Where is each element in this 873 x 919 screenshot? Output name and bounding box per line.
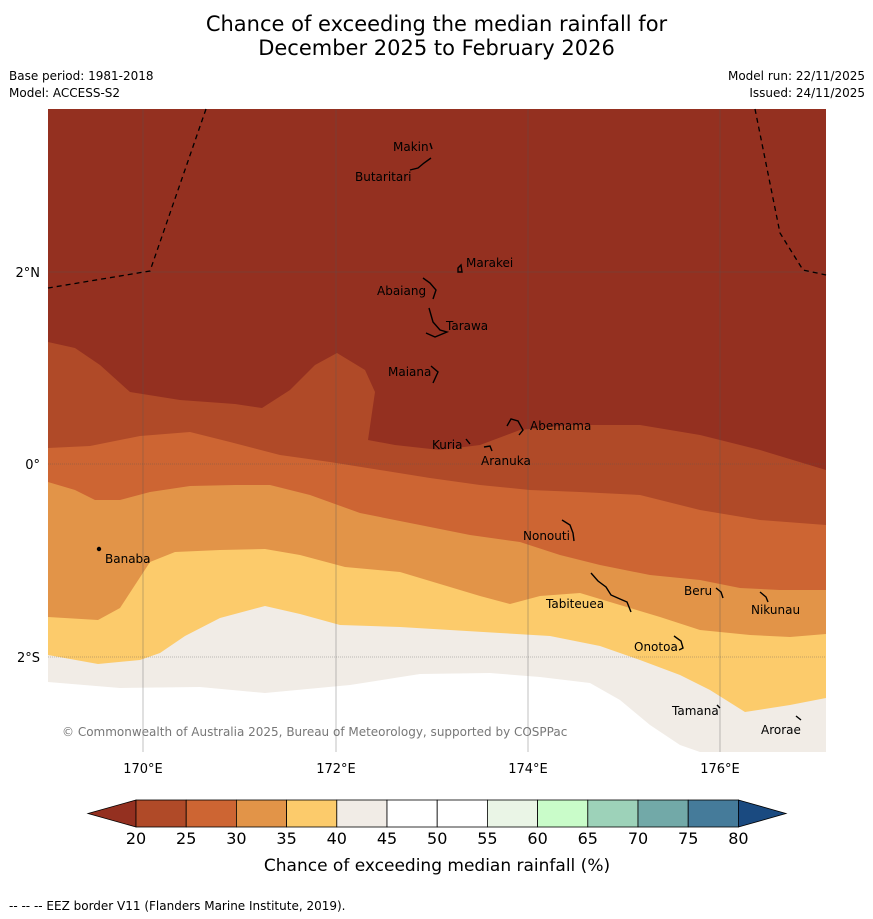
colorbar-bin-40-45 (336, 799, 388, 828)
probability-field (48, 109, 826, 752)
island-beru-shape (715, 587, 724, 599)
colorbar-over-arrow (738, 799, 788, 828)
island-abemama-shape (506, 418, 524, 436)
axis-labels: 2°N 0° 2°S 170°E 172°E 174°E 176°E (16, 266, 740, 777)
colorbar-label: Chance of exceeding median rainfall (%) (264, 856, 610, 876)
islands (96, 142, 802, 721)
label-butaritari: Butaritari (355, 170, 412, 184)
graticule (48, 109, 826, 752)
map-title: Chance of exceeding the median rainfall … (0, 12, 873, 60)
colorbar-bin-55-60 (486, 799, 538, 828)
colorbar-bin-60-65 (537, 799, 589, 828)
colorbar-tick-30: 30 (226, 829, 246, 848)
label-marakei: Marakei (466, 256, 513, 270)
colorbar-tick-80: 80 (728, 829, 748, 848)
colorbar-bin-65-70 (587, 799, 639, 828)
island-kuria-shape (465, 438, 471, 445)
label-nikunau: Nikunau (751, 603, 800, 617)
colorbar-bin-30-35 (235, 799, 287, 828)
island-maiana-shape (430, 365, 439, 384)
lon-label-176e: 176°E (700, 762, 740, 777)
colorbar-under-arrow (86, 799, 137, 828)
island-tabiteuea-shape (590, 572, 632, 613)
island-makin-shape (429, 142, 433, 150)
colorbar-tick-50: 50 (427, 829, 447, 848)
colorbar-tick-20: 20 (126, 829, 146, 848)
colorbar-tick-65: 65 (578, 829, 598, 848)
island-nikunau-shape (759, 591, 769, 603)
lat-label-2s: 2°S (17, 651, 40, 666)
label-beru: Beru (684, 584, 712, 598)
colorbar-tick-70: 70 (628, 829, 648, 848)
island-banaba-shape (96, 546, 102, 552)
title-line-2: December 2025 to February 2026 (258, 36, 615, 60)
colorbar-bin-20-25 (135, 799, 187, 828)
eez-border (47, 108, 827, 289)
label-aranuka: Aranuka (481, 454, 531, 468)
meta-right: Model run: 22/11/2025 Issued: 24/11/2025 (728, 68, 865, 102)
label-abemama: Abemama (530, 419, 591, 433)
colorbar-bin-35-40 (286, 799, 338, 828)
island-tamana-shape (716, 704, 721, 709)
base-period-label: Base period: 1981-2018 (9, 69, 154, 83)
label-tamana: Tamana (671, 704, 719, 718)
label-tabiteuea: Tabiteuea (545, 597, 604, 611)
lon-label-172e: 172°E (316, 762, 356, 777)
island-aranuka-shape (483, 445, 493, 452)
colorbar-tick-60: 60 (527, 829, 547, 848)
colorbar-bin-75-80 (687, 799, 739, 828)
band-45-50 (48, 673, 700, 752)
colorbar-bin-50-55 (436, 799, 488, 828)
colorbar-tick-55: 55 (477, 829, 497, 848)
title-line-1: Chance of exceeding the median rainfall … (205, 12, 668, 36)
label-makin: Makin (393, 140, 429, 154)
island-nonouti-shape (561, 519, 575, 542)
colorbar-bin-25-30 (185, 799, 237, 828)
lat-label-2n: 2°N (16, 266, 41, 281)
label-tarawa: Tarawa (445, 319, 488, 333)
lat-label-0: 0° (25, 458, 40, 473)
colorbar-bin-45-50 (386, 799, 438, 828)
colorbar-bin-70-75 (637, 799, 689, 828)
issued-label: Issued: 24/11/2025 (749, 86, 865, 100)
copyright-note: © Commonwealth of Australia 2025, Bureau… (62, 725, 567, 739)
label-abaiang: Abaiang (377, 284, 426, 298)
eez-credit: -- -- -- EEZ border V11 (Flanders Marine… (9, 899, 346, 913)
colorbar-tick-45: 45 (377, 829, 397, 848)
model-run-label: Model run: 22/11/2025 (727, 69, 865, 83)
meta-left: Base period: 1981-2018 Model: ACCESS-S2 (9, 68, 154, 102)
island-abaiang-shape (422, 277, 437, 300)
lon-label-170e: 170°E (123, 762, 163, 777)
model-label: Model: ACCESS-S2 (9, 86, 121, 100)
label-kuria: Kuria (432, 438, 463, 452)
island-onotoa-shape (673, 635, 684, 651)
label-nonouti: Nonouti (523, 529, 570, 543)
colorbar-tick-40: 40 (327, 829, 347, 848)
island-arorae-shape (795, 715, 802, 721)
colorbar-tick-75: 75 (678, 829, 698, 848)
colorbar-tick-35: 35 (276, 829, 296, 848)
label-maiana: Maiana (388, 365, 431, 379)
label-onotoa: Onotoa (634, 640, 678, 654)
lon-label-174e: 174°E (508, 762, 548, 777)
label-banaba: Banaba (105, 552, 151, 566)
label-arorae: Arorae (761, 723, 801, 737)
island-marakei-shape (457, 263, 463, 273)
island-butaritari-shape (409, 157, 432, 171)
island-tarawa-shape (425, 307, 450, 338)
colorbar-tick-25: 25 (176, 829, 196, 848)
island-labels: Makin Butaritari Marakei Abaiang Tarawa … (105, 140, 801, 737)
colorbar: 20 25 30 35 40 45 50 55 60 65 70 75 80 (86, 799, 788, 848)
